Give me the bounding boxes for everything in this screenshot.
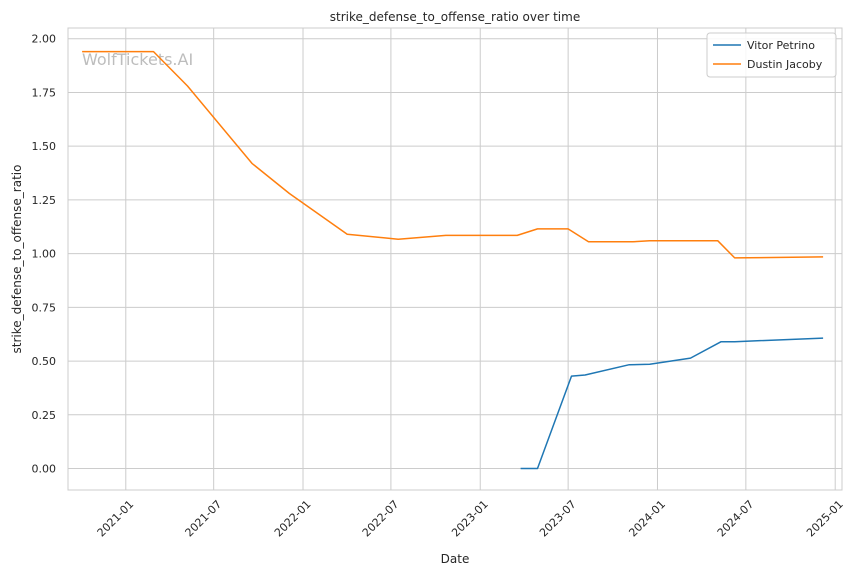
x-tick-label: 2022-01	[272, 498, 314, 540]
watermark: WolfTickets.AI	[82, 50, 193, 69]
y-tick-label: 1.75	[32, 86, 57, 99]
x-tick-label: 2023-07	[537, 498, 579, 540]
legend: Vitor Petrino Dustin Jacoby	[706, 32, 837, 78]
legend-label-dustin-jacoby: Dustin Jacoby	[747, 58, 823, 71]
plot-background	[68, 28, 842, 490]
y-tick-label: 1.50	[32, 140, 57, 153]
y-tick-label: 0.25	[32, 409, 57, 422]
x-tick-label: 2022-07	[360, 498, 402, 540]
y-tick-label: 1.00	[32, 248, 57, 261]
y-tick-label: 0.50	[32, 355, 57, 368]
legend-label-vitor-petrino: Vitor Petrino	[747, 39, 815, 52]
grid	[68, 28, 842, 490]
plot-frame	[67, 27, 843, 491]
x-tick-label: 2021-07	[183, 498, 225, 540]
y-tick-label: 1.25	[32, 194, 57, 207]
y-tick-label: 0.00	[32, 463, 57, 476]
x-tick-label: 2025-01	[804, 498, 846, 540]
x-tick-label: 2021-01	[95, 498, 137, 540]
y-axis-label: strike_defense_to_offense_ratio	[10, 165, 24, 354]
series-line-vitor-petrino	[520, 337, 824, 470]
x-tick-label: 2024-07	[715, 498, 757, 540]
x-tick-label: 2023-01	[449, 498, 491, 540]
x-tick-label: 2024-01	[626, 498, 668, 540]
x-axis-label: Date	[441, 552, 470, 566]
legend-box	[706, 32, 837, 78]
series-line-dustin-jacoby	[82, 50, 824, 259]
x-tick-labels: 2021-01 2021-07 2022-01 2022-07 2023-01 2023-…	[95, 498, 846, 540]
y-tick-label: 2.00	[32, 33, 57, 46]
chart-title: strike_defense_to_offense_ratio over tim…	[330, 10, 580, 24]
series-layer	[82, 50, 824, 470]
y-tick-labels: 0.00 0.25 0.50 0.75 1.00 1.25 1.50 1.75 2.00	[32, 33, 57, 476]
y-tick-label: 0.75	[32, 301, 57, 314]
